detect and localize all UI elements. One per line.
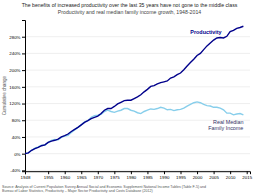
y-tick: 160% — [9, 85, 25, 90]
y-tick-label: 240% — [9, 51, 20, 56]
y-tick: 280% — [9, 35, 25, 40]
x-tick: 1985 — [143, 171, 153, 180]
x-tick-mark — [131, 171, 132, 174]
y-tick-mark — [22, 70, 25, 71]
y-tick-mark — [22, 120, 25, 121]
y-tick-label: 80% — [12, 118, 21, 123]
x-tick-mark — [81, 171, 82, 174]
x-tick-label: 2005 — [209, 175, 219, 180]
y-tick: 40% — [12, 135, 25, 140]
x-tick-label: 1990 — [160, 175, 170, 180]
y-tick-mark — [22, 87, 25, 88]
grid-line — [25, 103, 250, 104]
x-tick-mark — [164, 171, 165, 174]
x-tick-label: 1975 — [110, 175, 120, 180]
x-tick-mark — [214, 171, 215, 174]
x-tick: 1955 — [44, 171, 54, 180]
x-tick: 2010 — [226, 171, 236, 180]
x-tick: 1975 — [110, 171, 120, 180]
series-label: Productivity — [190, 29, 221, 35]
x-tick: 1948 — [21, 171, 31, 180]
x-tick: 1990 — [160, 171, 170, 180]
y-axis: -40% 0% 40% 80% 120% 160% 200% 240% 280% — [9, 21, 25, 174]
grid-line — [25, 170, 250, 171]
x-tick-label: 2010 — [226, 175, 236, 180]
x-tick-mark — [98, 171, 99, 174]
y-tick-label: 160% — [9, 85, 20, 90]
y-axis-line — [22, 21, 26, 172]
source: Source: Analysis of Current Population S… — [2, 185, 206, 193]
x-tick-label: 1995 — [176, 175, 186, 180]
x-tick-label: 1948 — [21, 175, 31, 180]
x-tick-label: 2015 — [242, 175, 252, 180]
source-line: Bureau of Labor Statistics, Productivity… — [2, 189, 153, 193]
y-tick-label: 0% — [14, 152, 20, 157]
x-tick: 2005 — [209, 171, 219, 180]
y-tick-mark — [22, 154, 25, 155]
x-tick-label: 1970 — [93, 175, 103, 180]
series-label: Real MedianFamily Income — [208, 119, 243, 131]
x-tick: 2015 — [242, 171, 252, 180]
y-axis-title: Cumulative change — [2, 75, 7, 115]
y-tick-mark — [22, 170, 25, 171]
x-tick-label: 1980 — [126, 175, 136, 180]
x-tick-mark — [147, 171, 148, 174]
series-label-line: Productivity — [190, 29, 221, 35]
plot: 1948 1955 1960 1965 1970 1975 1980 1985 1990 1995… — [9, 21, 252, 180]
x-tick-label: 2000 — [193, 175, 203, 180]
x-axis: 1948 1955 1960 1965 1970 1975 1980 1985 1990 1995… — [21, 171, 253, 180]
x-tick-mark — [65, 171, 66, 174]
y-tick-mark — [22, 137, 25, 138]
y-tick-mark — [22, 104, 25, 105]
x-tick-label: 1960 — [60, 175, 70, 180]
series-labels: Real MedianFamily Income Productivity — [190, 29, 243, 131]
subtitle: Productivity and real median family inco… — [58, 9, 201, 15]
x-tick-mark — [197, 171, 198, 174]
series-line — [25, 102, 243, 154]
grid-line — [25, 70, 250, 71]
x-tick-label: 1955 — [44, 175, 54, 180]
x-tick-mark — [114, 171, 115, 174]
grid — [25, 37, 250, 171]
title: The benefits of increased productivity o… — [22, 2, 238, 8]
y-tick: 80% — [12, 118, 25, 123]
x-tick: 1995 — [176, 171, 186, 180]
y-tick-mark — [22, 37, 25, 38]
grid-line — [25, 136, 250, 137]
series-label-line: Family Income — [208, 125, 243, 131]
x-tick-mark — [230, 171, 231, 174]
grid-line — [25, 86, 250, 87]
y-tick-mark — [22, 53, 25, 54]
x-tick: 2000 — [193, 171, 203, 180]
chart: The benefits of increased productivity o… — [0, 0, 259, 194]
grid-line — [25, 36, 250, 37]
grid-line — [25, 53, 250, 54]
x-tick-mark — [247, 171, 248, 174]
y-tick-label: -40% — [10, 168, 20, 173]
y-tick: 200% — [9, 68, 25, 73]
x-tick-label: 1985 — [143, 175, 153, 180]
x-tick: 1965 — [77, 171, 87, 180]
y-tick-label: 280% — [9, 35, 20, 40]
y-tick-label: 200% — [9, 68, 20, 73]
lines — [25, 26, 243, 153]
x-tick-label: 1965 — [77, 175, 87, 180]
y-tick-label: 40% — [12, 135, 21, 140]
x-tick: 1980 — [126, 171, 136, 180]
x-tick: 1970 — [93, 171, 103, 180]
y-tick: 240% — [9, 51, 25, 56]
y-tick: 0% — [14, 152, 25, 157]
grid-line — [25, 153, 250, 154]
x-tick: 1960 — [60, 171, 70, 180]
series-line — [25, 26, 243, 153]
y-tick: -40% — [10, 168, 25, 173]
y-tick: 120% — [9, 101, 25, 106]
y-tick-label: 120% — [9, 101, 20, 106]
x-tick-mark — [48, 171, 49, 174]
source-line: Source: Analysis of Current Population S… — [2, 185, 206, 189]
x-tick-mark — [181, 171, 182, 174]
